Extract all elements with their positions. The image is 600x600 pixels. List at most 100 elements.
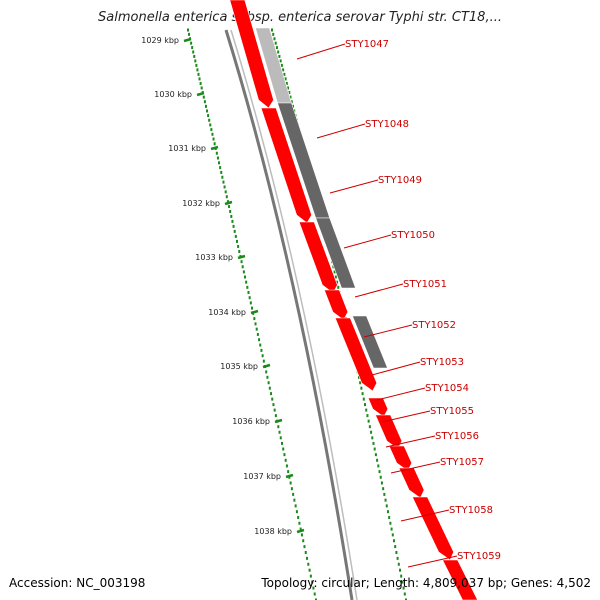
ruler-dot xyxy=(293,498,296,502)
guide-dot xyxy=(274,41,277,45)
guide-dot xyxy=(333,270,336,274)
ruler-dot xyxy=(247,291,250,294)
ruler-dot xyxy=(303,545,306,549)
ruler-dot xyxy=(208,118,211,122)
ruler-dot xyxy=(212,137,215,141)
guide-dot xyxy=(334,275,337,279)
ruler-dot xyxy=(254,322,257,326)
ruler-dot xyxy=(232,224,235,228)
genome-backbone xyxy=(224,29,358,600)
ruler-dot xyxy=(213,142,216,146)
gene-leader-line xyxy=(316,123,366,139)
ruler-dot xyxy=(292,492,295,496)
gene-label: STY1057 xyxy=(440,457,484,468)
ruler-tick-label: 1029 kbp xyxy=(141,36,179,45)
guide-dot xyxy=(371,436,374,440)
ruler-dot xyxy=(298,521,301,525)
forward-cds-arrow xyxy=(398,467,425,499)
ruler-dot xyxy=(290,487,293,491)
guide-dot xyxy=(370,430,373,434)
ruler-dot xyxy=(283,453,286,457)
ruler-dot xyxy=(196,68,199,72)
forward-cds-arrow xyxy=(388,445,413,472)
ruler-dot xyxy=(309,574,312,578)
gene-leader-line xyxy=(354,283,404,298)
ruler-dot xyxy=(277,425,280,429)
ruler-dot xyxy=(224,190,227,194)
ruler-dot xyxy=(294,504,297,508)
ruler-dot xyxy=(187,28,189,32)
gene-leader-line xyxy=(400,509,450,522)
ruler-tick-label: 1031 kbp xyxy=(168,144,206,153)
guide-dot xyxy=(290,100,293,104)
guide-dot xyxy=(401,580,404,584)
ruler-tick xyxy=(274,418,283,424)
ruler-dot xyxy=(268,386,271,390)
guide-dot xyxy=(361,392,364,396)
ruler-dot xyxy=(197,72,200,76)
ruler-dot xyxy=(271,397,274,401)
ruler-dot xyxy=(289,481,292,485)
ruler-dot xyxy=(207,114,210,118)
ruler-dot xyxy=(312,586,315,590)
ruler-dot xyxy=(272,403,275,407)
ruler-dot xyxy=(258,338,261,342)
ruler-dot xyxy=(265,370,268,374)
ruler-tick-label: 1034 kbp xyxy=(208,308,246,317)
guide-dot xyxy=(337,285,340,289)
ruler-dot xyxy=(202,95,205,99)
ruler-dot xyxy=(306,556,309,560)
gene-leader-line xyxy=(381,410,431,423)
ruler-dot xyxy=(240,260,243,264)
ruler-dot xyxy=(267,381,270,385)
guide-dot xyxy=(336,280,339,284)
guide-dot xyxy=(383,492,386,496)
guide-dot xyxy=(271,28,273,32)
ruler-dot xyxy=(262,359,265,363)
ruler-dot xyxy=(270,392,273,396)
guide-dot xyxy=(402,586,405,590)
guide-dot xyxy=(386,510,389,514)
ruler-dot xyxy=(192,50,195,54)
guide-dot xyxy=(282,68,285,72)
ruler-dot xyxy=(220,170,223,174)
guide-dot xyxy=(367,419,370,423)
ruler-dot xyxy=(191,46,194,50)
ruler-dot xyxy=(295,510,298,514)
gene-label: STY1059 xyxy=(457,551,501,562)
guide-dot xyxy=(403,592,406,596)
guide-dot xyxy=(284,77,287,81)
forward-cds-arrow xyxy=(229,0,274,109)
forward-cds-arrow xyxy=(334,317,378,392)
guide-dot xyxy=(373,447,376,451)
ruler-dot xyxy=(273,408,276,412)
guide-dot xyxy=(374,453,377,457)
ruler-dot xyxy=(278,430,281,434)
gene-leader-line xyxy=(329,179,379,194)
guide-dot xyxy=(368,425,371,429)
gene-label: STY1053 xyxy=(420,357,464,368)
gene-leader-line xyxy=(371,361,421,376)
ruler-dot xyxy=(308,568,311,572)
ruler-dot xyxy=(245,280,248,284)
ruler-dot xyxy=(233,229,236,233)
gene-label: STY1058 xyxy=(449,505,493,516)
ruler-tick xyxy=(237,254,246,260)
guide-dot xyxy=(378,470,381,474)
guide-dot xyxy=(279,59,282,63)
guide-dot xyxy=(390,527,393,531)
ruler-dot xyxy=(249,301,252,305)
ruler-dot xyxy=(210,128,213,132)
guide-dot xyxy=(398,568,401,572)
ruler-dot xyxy=(230,214,233,218)
gene-leader-line xyxy=(343,234,392,249)
guide-dot xyxy=(377,464,380,468)
ruler-dot xyxy=(198,77,201,81)
ruler-dot xyxy=(241,265,244,269)
forward-cds-arrow xyxy=(323,289,349,321)
ruler-dot xyxy=(255,327,258,331)
guide-dot xyxy=(362,397,365,401)
ruler-dot xyxy=(228,205,231,209)
ruler-tick-label: 1037 kbp xyxy=(243,472,281,481)
